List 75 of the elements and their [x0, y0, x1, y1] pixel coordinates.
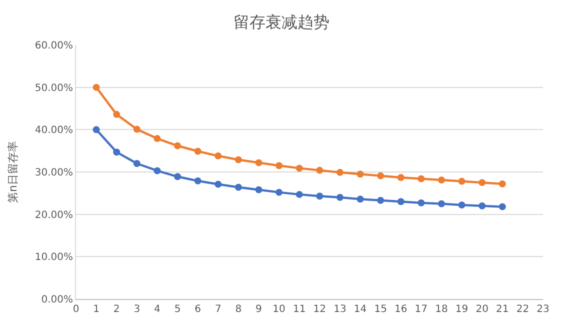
point [438, 200, 445, 208]
point [92, 84, 100, 91]
point [154, 135, 161, 142]
point [194, 177, 202, 184]
y-tick-label: 30.00% [34, 168, 73, 178]
point [336, 194, 344, 201]
y-tick-label: 40.00% [34, 125, 73, 136]
point [214, 180, 222, 188]
y-tick-label: 60.00% [34, 40, 73, 52]
point [255, 159, 262, 166]
point [92, 126, 100, 134]
point [458, 202, 466, 209]
x-tick-label: 1 [93, 304, 100, 315]
x-tick-label: 6 [194, 304, 202, 315]
point [336, 168, 344, 176]
x-tick-label: 15 [374, 304, 387, 315]
point [234, 156, 242, 164]
y-tick-label: 10.00% [34, 252, 73, 264]
point [356, 170, 364, 178]
x-tick-label: 3 [134, 304, 140, 315]
point [214, 152, 222, 160]
x-tick-label: 18 [435, 304, 448, 315]
point [174, 173, 182, 180]
x-tick-label: 21 [496, 304, 509, 315]
point [498, 180, 506, 188]
y-tick-label: 20.00% [34, 210, 73, 221]
point [174, 142, 182, 150]
point [498, 203, 506, 210]
x-tick-label: 5 [174, 304, 181, 315]
x-tick-label: 7 [214, 304, 222, 315]
point [276, 162, 283, 170]
point [133, 160, 140, 168]
point [276, 188, 283, 196]
point [356, 196, 364, 203]
point [377, 172, 384, 180]
point [316, 192, 324, 200]
x-tick-label: 0 [72, 304, 80, 315]
point [296, 164, 303, 172]
point [418, 199, 425, 206]
x-tick-label: 20 [476, 304, 488, 315]
x-tick-label: 2 [113, 304, 120, 315]
y-axis-title: 第n日留存率 [6, 141, 20, 203]
x-tick-label: 23 [536, 304, 550, 315]
x-tick-label: 10 [272, 304, 286, 315]
point [113, 110, 120, 118]
y-tick-label: 0.00% [41, 294, 73, 306]
point [418, 175, 425, 182]
point [133, 126, 140, 133]
point [154, 167, 161, 174]
x-tick-label: 12 [313, 304, 326, 315]
point [377, 196, 384, 204]
point [478, 179, 486, 186]
point [438, 176, 445, 184]
point [397, 198, 404, 206]
point [194, 148, 202, 155]
point [478, 202, 486, 210]
x-tick-label: 11 [292, 304, 306, 315]
x-tick-label: 22 [516, 304, 530, 315]
x-tick-label: 8 [235, 304, 242, 315]
y-tick-label: 50.00% [34, 82, 73, 94]
point [397, 174, 404, 181]
x-tick-label: 4 [154, 304, 160, 315]
chart-title: 留存衰减趋势 [234, 12, 330, 32]
point [458, 178, 466, 185]
x-tick-label: 14 [354, 304, 367, 315]
point [296, 190, 303, 198]
point [234, 184, 242, 191]
x-tick-label: 9 [256, 304, 262, 315]
point [316, 166, 324, 174]
point [255, 186, 262, 194]
x-tick-label: 19 [455, 304, 468, 315]
x-tick-label: 17 [414, 304, 428, 315]
x-tick-label: 16 [394, 304, 408, 315]
point [113, 148, 120, 156]
x-tick-label: 13 [334, 304, 346, 315]
